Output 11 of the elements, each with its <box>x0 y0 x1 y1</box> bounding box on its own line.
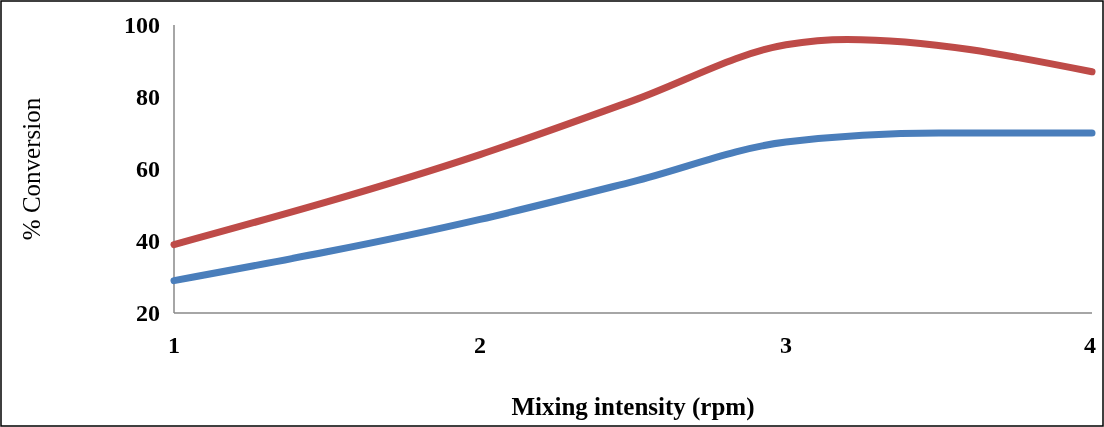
x-tick-label: 3 <box>780 332 792 358</box>
y-axis-title: % Conversion <box>18 97 45 241</box>
y-tick-label: 20 <box>136 300 160 327</box>
y-tick-label: 100 <box>124 12 160 39</box>
y-tick-label: 60 <box>136 156 160 183</box>
x-tick-label: 2 <box>474 332 486 358</box>
x-tick-label: 4 <box>1084 332 1096 358</box>
x-axis-title: Mixing intensity (rpm) <box>511 393 755 421</box>
x-tick-label: 1 <box>168 332 180 358</box>
y-tick-label: 40 <box>136 228 160 255</box>
y-tick-label: 80 <box>136 84 160 111</box>
